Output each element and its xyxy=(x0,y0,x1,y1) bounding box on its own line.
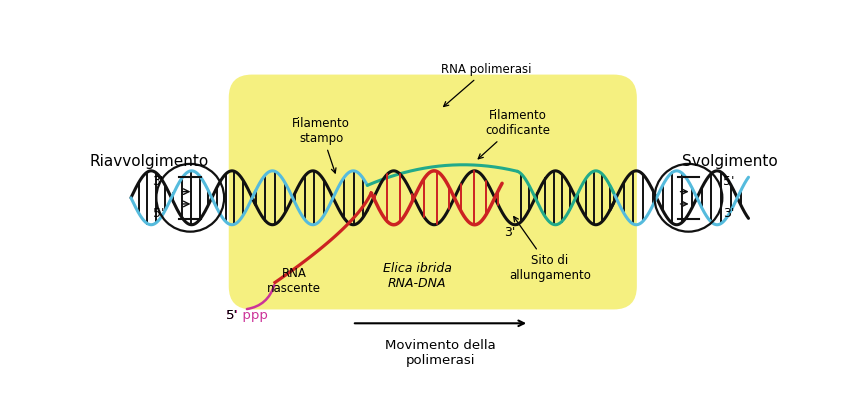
FancyBboxPatch shape xyxy=(229,75,637,309)
Text: Sito di
allungamento: Sito di allungamento xyxy=(509,217,591,282)
Text: Elica ibrida
RNA-DNA: Elica ibrida RNA-DNA xyxy=(383,262,452,290)
Text: Svolgimento: Svolgimento xyxy=(682,154,778,169)
Text: 3': 3' xyxy=(153,175,164,188)
Text: Filamento
stampo: Filamento stampo xyxy=(293,117,350,173)
Text: 5' ppp: 5' ppp xyxy=(227,309,269,322)
Text: 5': 5' xyxy=(227,309,239,322)
Text: Filamento
codificante: Filamento codificante xyxy=(478,109,550,159)
Text: RNA polimerasi: RNA polimerasi xyxy=(442,63,532,106)
Text: 5': 5' xyxy=(153,208,164,220)
FancyArrowPatch shape xyxy=(247,285,275,309)
Text: 3': 3' xyxy=(723,208,734,220)
Text: 5': 5' xyxy=(723,175,734,188)
Text: RNA
nascente: RNA nascente xyxy=(267,267,321,295)
Text: Movimento della
polimerasi: Movimento della polimerasi xyxy=(385,339,496,367)
Text: Riavvolgimento: Riavvolgimento xyxy=(90,154,209,169)
Text: 3': 3' xyxy=(505,226,516,239)
